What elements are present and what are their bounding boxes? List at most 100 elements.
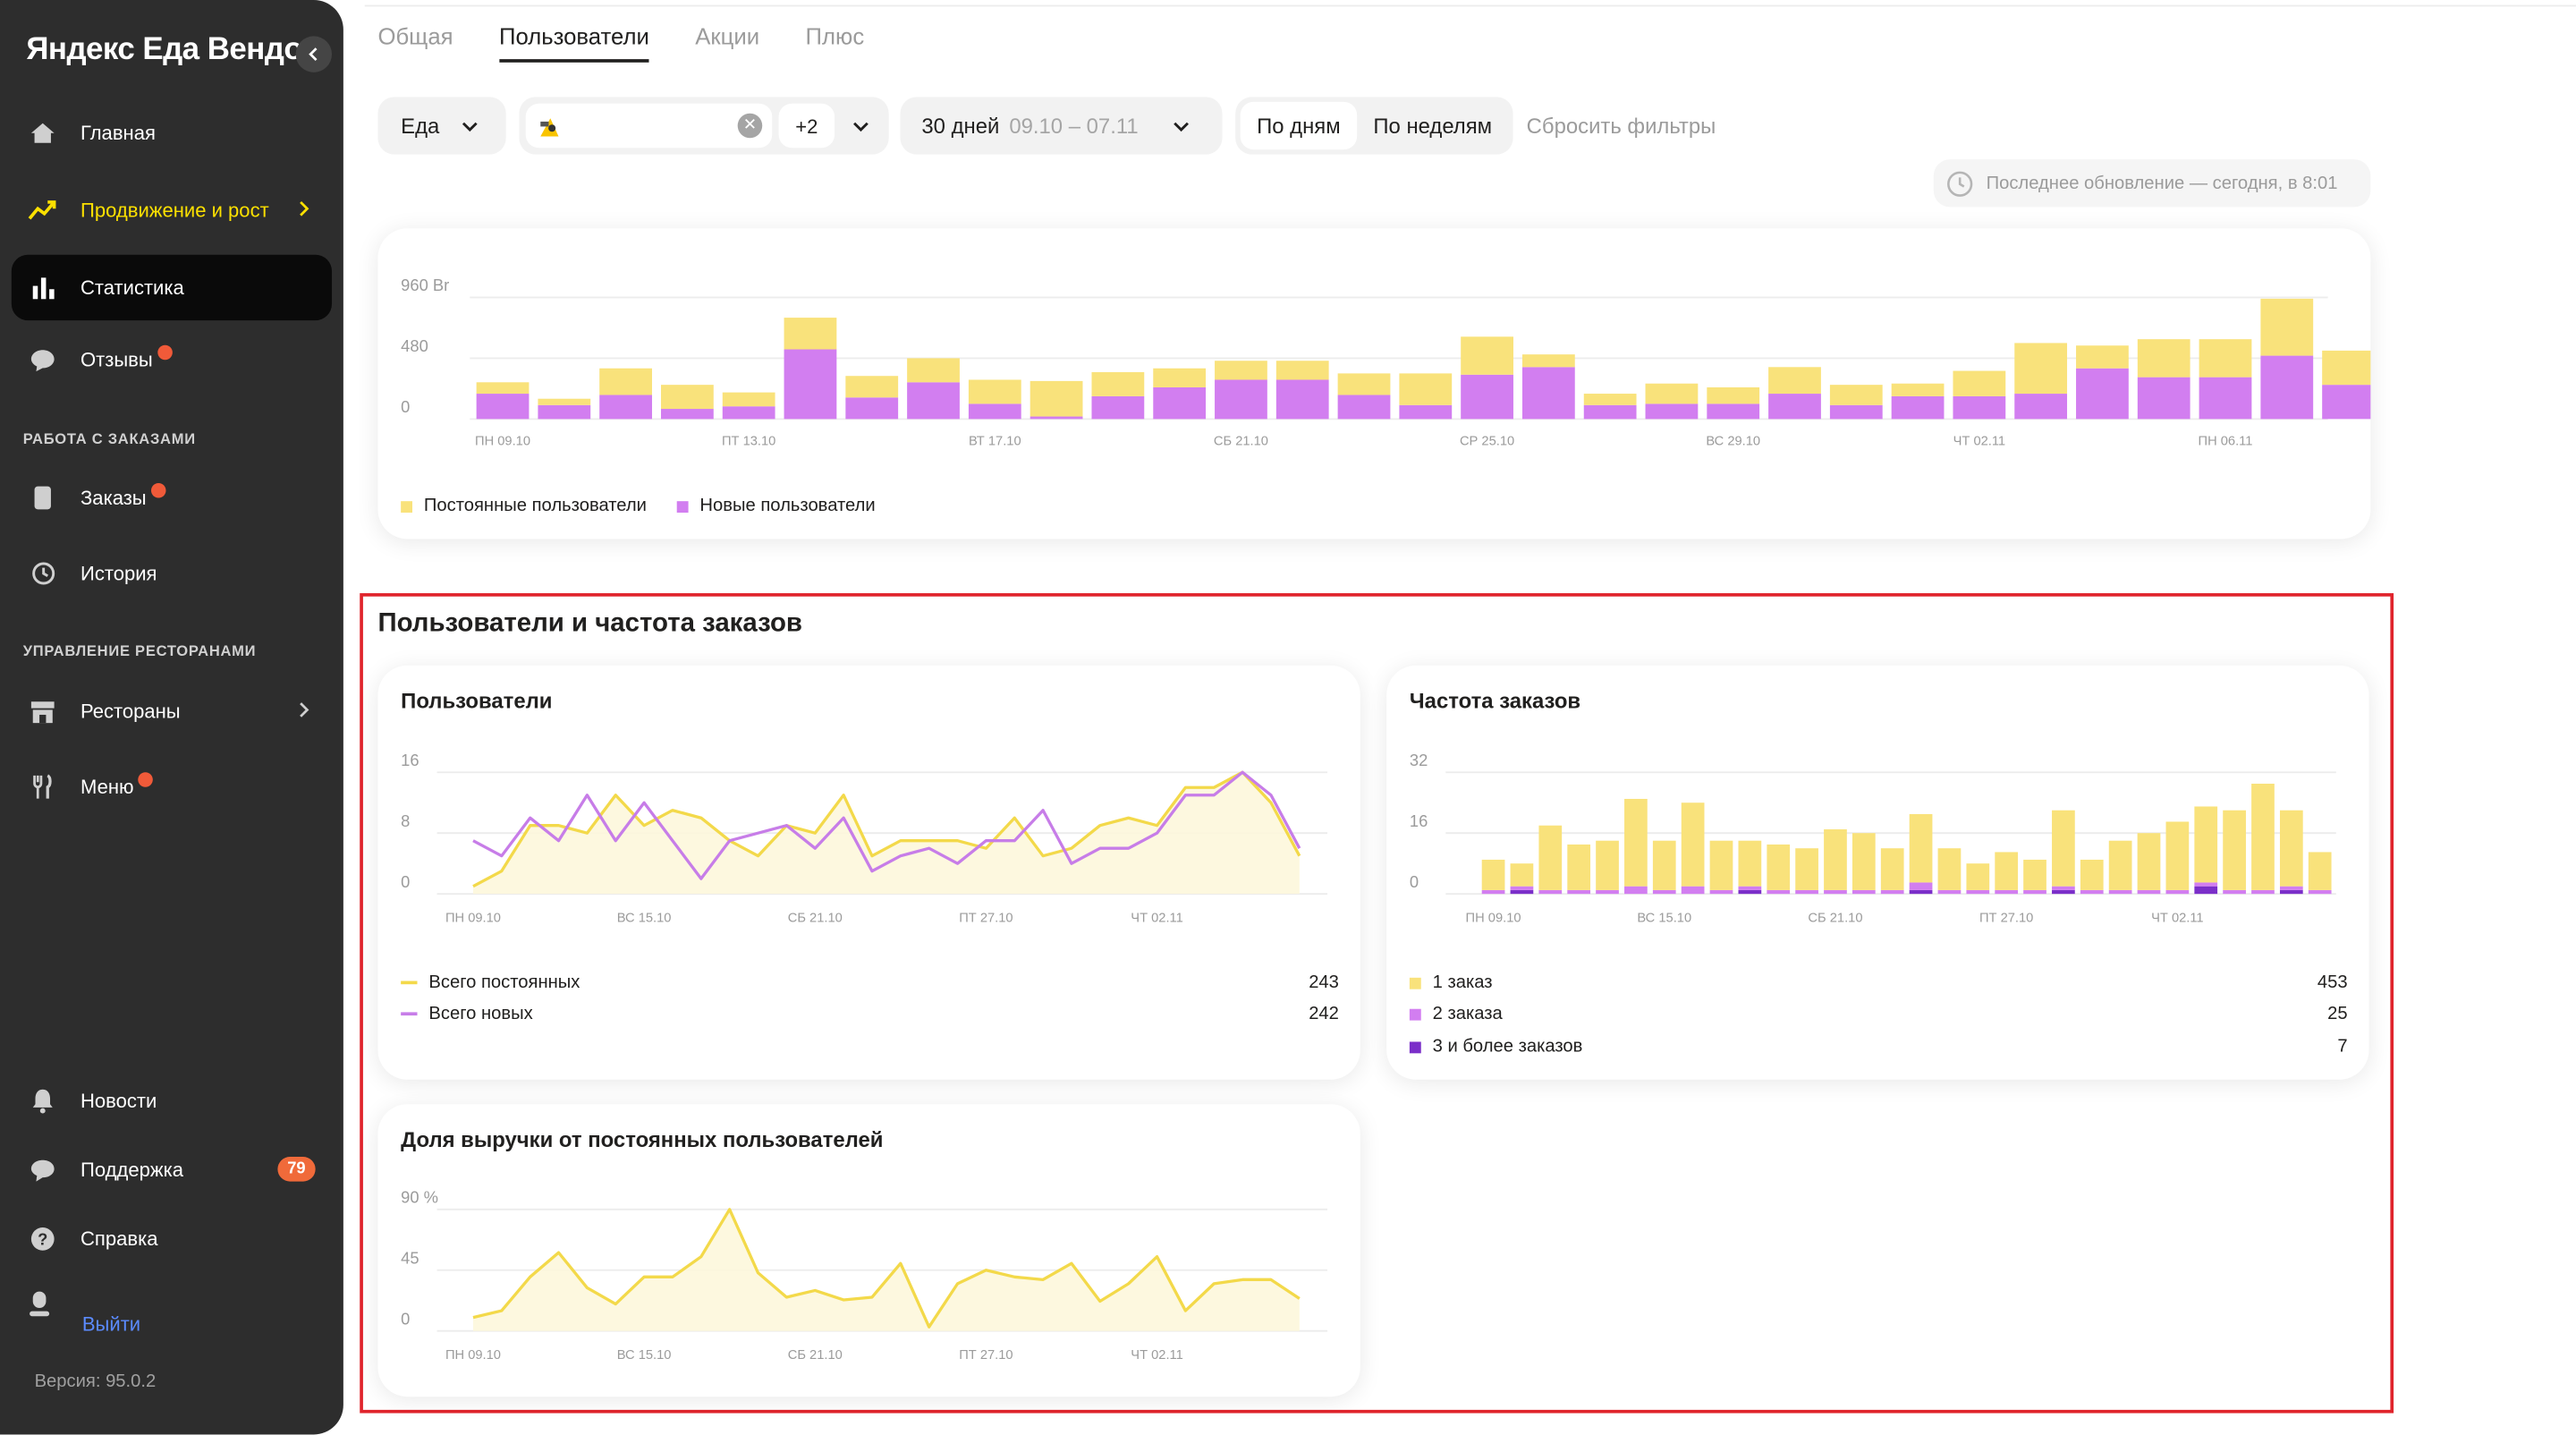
reset-filters-link[interactable]: Сбросить фильтры xyxy=(1526,113,1716,139)
bar-regular-users xyxy=(1153,368,1207,387)
bar-one-order xyxy=(1795,848,1818,890)
bar-new-users xyxy=(968,403,1021,420)
users-card: Пользователи 16 8 0 ПН 09.10 ВС 15.10 СБ 21.1… xyxy=(377,665,1360,1080)
divider xyxy=(364,4,2576,7)
tab-plus[interactable]: Плюс xyxy=(805,22,865,50)
bar-three-plus xyxy=(1510,889,1534,895)
by-weeks-button[interactable]: По неделям xyxy=(1373,113,1493,139)
section-restaurants-label: УПРАВЛЕНИЕ РЕСТОРАНАМИ xyxy=(22,642,257,659)
nav-promotion[interactable]: Продвижение и рост xyxy=(12,177,332,242)
bar-regular-users xyxy=(1829,385,1883,405)
last-update-badge: Последнее обновление — сегодня, в 8:01 xyxy=(1933,159,2371,208)
bar-new-users xyxy=(1645,403,1699,420)
nav-home[interactable]: Главная xyxy=(12,100,332,166)
legend-one-order: 1 заказ xyxy=(1409,972,1493,992)
one-order-value: 453 xyxy=(2317,972,2348,993)
bar-one-order xyxy=(1767,844,1791,890)
highlight-frame xyxy=(360,593,2394,1414)
bar-new-users xyxy=(599,395,652,420)
bar-one-order xyxy=(1538,825,1563,890)
users-card-title: Пользователи xyxy=(401,688,553,714)
x-tick-label: ПН 09.10 xyxy=(475,435,530,449)
bar-new-users xyxy=(1768,394,1821,420)
tab-users[interactable]: Пользователи xyxy=(498,23,649,63)
y-tick-label: 480 xyxy=(401,336,428,355)
y-tick-label: 960 Br xyxy=(401,276,449,294)
nav-orders[interactable]: Заказы xyxy=(12,465,332,531)
nav-help[interactable]: ? Справка xyxy=(12,1206,332,1271)
tab-promotions[interactable]: Акции xyxy=(695,22,760,50)
bar-new-users xyxy=(1953,395,2006,420)
nav-reviews[interactable]: Отзывы xyxy=(12,327,332,393)
bar-one-order xyxy=(2251,783,2275,890)
bar-regular-users xyxy=(1030,380,1083,417)
notification-dot xyxy=(139,771,154,786)
bar-two-orders xyxy=(2023,889,2046,895)
revenue-share-card: Доля выручки от постоянных пользователей… xyxy=(377,1104,1360,1397)
bar-two-orders xyxy=(1652,889,1676,895)
trend-icon xyxy=(28,196,57,225)
x-tick-label: ЧТ 02.11 xyxy=(1953,435,2006,449)
bar-two-orders xyxy=(2165,889,2190,895)
bar-one-order xyxy=(2052,810,2075,887)
logout-link[interactable]: Выйти xyxy=(81,1312,141,1337)
x-tick-label: СБ 21.10 xyxy=(1214,435,1268,449)
bar-two-orders xyxy=(1852,889,1876,895)
section-title: Пользователи и частота заказов xyxy=(377,609,802,638)
restaurant-select[interactable]: ✕ +2 xyxy=(519,97,889,155)
bar-one-order xyxy=(1596,840,1619,890)
bar-two-orders xyxy=(2223,889,2246,895)
bar-regular-users xyxy=(476,382,530,395)
y-tick-label: 16 xyxy=(1410,811,1428,830)
chevron-left-icon xyxy=(309,47,318,62)
bar-two-orders xyxy=(2279,886,2303,890)
bar-new-users xyxy=(2199,377,2252,420)
bar-one-order xyxy=(1995,852,2019,890)
legend-line xyxy=(401,981,418,985)
legend-swatch xyxy=(401,500,413,513)
chevron-right-icon xyxy=(300,200,309,217)
x-tick-label: ВС 15.10 xyxy=(617,1348,672,1363)
bar-two-orders xyxy=(2108,889,2132,895)
bar-new-users xyxy=(1707,403,1760,420)
bar-regular-users xyxy=(1645,383,1699,404)
bar-two-orders xyxy=(1767,889,1791,895)
sidebar: Яндекс Еда Вендор Главная Продвижение и … xyxy=(0,0,343,1435)
revenue-share-chart: 90 % 45 0 ПН 09.10 ВС 15.10 СБ 21.10 ПТ 27.10 Ч… xyxy=(401,1187,1328,1363)
restaurant-input[interactable]: ✕ xyxy=(525,103,773,149)
tab-general[interactable]: Общая xyxy=(377,22,453,50)
bar-one-order xyxy=(2023,859,2046,890)
y-tick-label: 32 xyxy=(1410,751,1428,769)
bar-new-users xyxy=(722,406,775,420)
x-tick-label: ПН 09.10 xyxy=(445,911,501,925)
nav-support[interactable]: Поддержка 79 xyxy=(12,1137,332,1202)
bar-new-users xyxy=(476,394,530,420)
nav-restaurants[interactable]: Рестораны xyxy=(12,679,332,744)
nav-history[interactable]: История xyxy=(12,540,332,606)
share-card-title: Доля выручки от постоянных пользователей xyxy=(401,1126,884,1152)
nav-statistics[interactable]: Статистика xyxy=(11,254,333,321)
line-total-new xyxy=(472,770,1301,880)
legend-swatch xyxy=(1409,976,1421,989)
selected-count[interactable]: +2 xyxy=(778,103,835,149)
bar-two-orders xyxy=(1937,889,1962,895)
nav-news[interactable]: Новости xyxy=(12,1068,332,1134)
bar-one-order xyxy=(1852,833,1876,890)
brand-logo[interactable]: Яндекс Еда Вендор xyxy=(26,32,321,68)
three-plus-value: 7 xyxy=(2337,1036,2348,1057)
home-icon xyxy=(28,118,57,148)
bar-regular-users xyxy=(722,392,775,407)
bar-one-order xyxy=(1824,828,1847,890)
clear-icon[interactable]: ✕ xyxy=(737,113,763,139)
bar-new-users xyxy=(1891,395,1945,420)
collapse-sidebar-button[interactable] xyxy=(295,36,333,72)
order-frequency-chart: 32 16 0 ПН 09.10 ВС 15.10 СБ 21.10 ПТ 27.10 ЧТ … xyxy=(1410,751,2336,925)
period-select[interactable]: 30 дней 09.10 – 07.11 xyxy=(900,97,1223,155)
category-select[interactable]: Еда xyxy=(377,97,506,155)
x-tick-label: ВС 29.10 xyxy=(1706,435,1760,449)
by-days-button[interactable]: По дням xyxy=(1240,101,1357,150)
bell-icon xyxy=(28,1086,57,1116)
nav-menu[interactable]: Меню xyxy=(12,754,332,819)
two-orders-value: 25 xyxy=(2327,1004,2348,1024)
notification-dot xyxy=(151,482,166,497)
